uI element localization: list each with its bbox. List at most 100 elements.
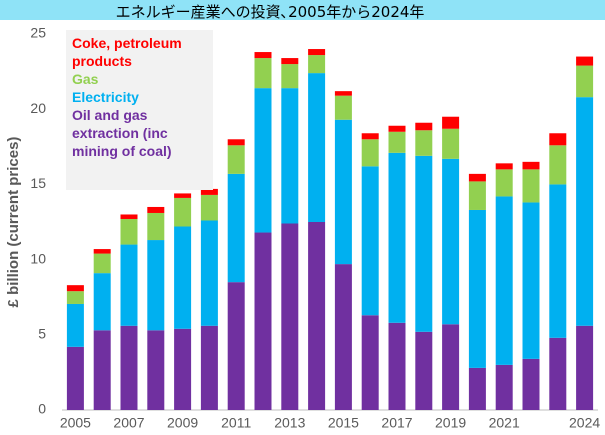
x-tick-label: 2015 <box>328 415 359 431</box>
bar-segment <box>388 152 406 323</box>
bar-segment <box>93 249 111 254</box>
bar-segment <box>415 122 433 131</box>
bar-segment <box>442 158 460 325</box>
bar-segment <box>415 331 433 410</box>
y-tick-label: 5 <box>38 326 46 342</box>
x-tick-label: 2005 <box>60 415 91 431</box>
x-tick-label: 2011 <box>221 415 251 431</box>
bar-segment <box>281 223 299 410</box>
bar-segment <box>442 128 460 159</box>
y-tick-label: 10 <box>30 250 46 266</box>
bar-segment <box>227 139 245 146</box>
bar-segment <box>495 163 513 170</box>
bar-segment <box>442 116 460 129</box>
bar-segment <box>388 131 406 153</box>
bar-segment <box>522 161 540 170</box>
bar-segment <box>388 322 406 410</box>
bar-segment <box>468 367 486 410</box>
bar-segment <box>576 56 594 66</box>
bar-segment <box>415 155 433 332</box>
title-banner <box>0 0 605 20</box>
x-tick-label: 2017 <box>381 415 412 431</box>
bar-segment <box>522 202 540 359</box>
bar-segment <box>361 139 379 167</box>
bar-segment <box>93 253 111 274</box>
x-tick-label: 2007 <box>113 415 144 431</box>
bar-segment <box>281 58 299 65</box>
bar-segment <box>120 218 138 245</box>
bar-segment <box>576 325 594 410</box>
x-tick-label: 2009 <box>167 415 198 431</box>
bar-segment <box>522 169 540 203</box>
bar-segment <box>227 145 245 174</box>
bar-segment <box>334 91 352 96</box>
bar-segment <box>495 364 513 410</box>
x-tick-label: 2021 <box>489 415 520 431</box>
bar-segment <box>334 95 352 120</box>
bar-segment <box>200 188 218 195</box>
bar-segment <box>254 232 272 410</box>
bar-segment <box>576 65 594 98</box>
y-axis-label: £ billion (current prices) <box>5 137 22 308</box>
bar-segment <box>200 325 218 410</box>
x-tick-label: 2024 <box>569 415 600 431</box>
bar-segment <box>147 212 165 241</box>
bar-segment <box>66 291 84 304</box>
bar-segment <box>200 194 218 221</box>
y-tick-label: 20 <box>30 100 46 116</box>
bar-segment <box>576 97 594 326</box>
bar-segment <box>227 282 245 410</box>
bar-segment <box>549 184 567 338</box>
y-tick-label: 25 <box>30 25 46 41</box>
bar-segment <box>442 324 460 410</box>
bar-segment <box>468 209 486 368</box>
x-tick-label: 2019 <box>435 415 466 431</box>
bar-segment <box>361 315 379 410</box>
bar-segment <box>495 196 513 365</box>
bar-segment <box>334 119 352 265</box>
bar-segment <box>361 133 379 140</box>
x-tick-label: 2013 <box>274 415 305 431</box>
bar-segment <box>468 181 486 210</box>
bar-segment <box>66 346 84 410</box>
legend-entry: Gas <box>72 71 99 87</box>
bar-segment <box>254 88 272 233</box>
bar-segment <box>549 133 567 146</box>
bar-segment <box>254 58 272 89</box>
legend-entry: Coke, petroleum products <box>72 35 182 69</box>
bar-segment <box>308 49 326 56</box>
bar-segment <box>388 125 406 132</box>
legend-entry: Oil and gas extraction (inc mining of co… <box>72 107 172 159</box>
bar-segment <box>174 197 192 227</box>
bar-segment <box>120 244 138 326</box>
bar-segment <box>549 337 567 410</box>
bar-segment <box>468 173 486 182</box>
chart-title: エネルギー産業への投資､2005年から2024年 <box>115 3 425 21</box>
bar-segment <box>281 88 299 224</box>
y-tick-label: 0 <box>38 401 46 417</box>
bar-segment <box>147 330 165 410</box>
bar-segment <box>120 325 138 410</box>
bar-segment <box>361 166 379 316</box>
bar-segment <box>174 226 192 329</box>
bar-segment <box>93 273 111 331</box>
bar-segment <box>147 206 165 213</box>
bar-segment <box>200 220 218 326</box>
bar-segment <box>415 130 433 156</box>
bar-segment <box>254 52 272 59</box>
bar-segment <box>549 145 567 185</box>
bar-segment <box>147 240 165 331</box>
legend-entry: Electricity <box>72 89 139 105</box>
y-tick-label: 15 <box>30 175 46 191</box>
bar-segment <box>227 173 245 283</box>
bar-segment <box>174 193 192 198</box>
bar-segment <box>66 303 84 347</box>
bar-segment <box>308 73 326 222</box>
bar-segment <box>93 330 111 410</box>
bar-segment <box>66 285 84 292</box>
bar-segment <box>120 214 138 219</box>
bar-segment <box>522 358 540 410</box>
bar-segment <box>308 222 326 410</box>
